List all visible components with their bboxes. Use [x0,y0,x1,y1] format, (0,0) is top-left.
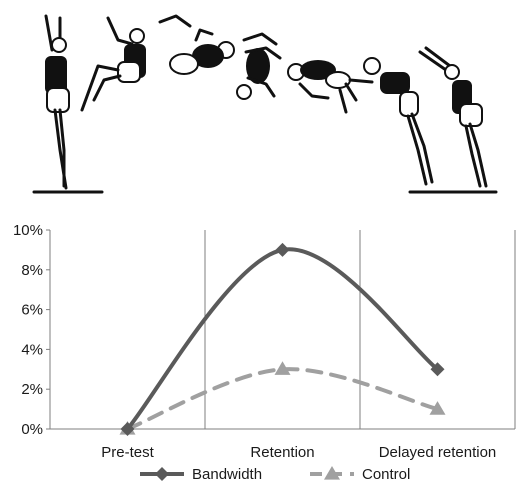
y-tick-label: 0% [21,421,43,438]
legend: Bandwidth Control [140,466,410,483]
y-tick-labels: 0% 2% 4% 6% 8% 10% [13,222,43,438]
gymnast-frame-1 [44,14,70,190]
line-chart: 0% 2% 4% 6% 8% 10% Pre-test Retention Delayed r… [13,222,516,483]
x-tick-label: Retention [250,444,314,461]
data-point-bandwidth-1 [120,422,135,436]
series-bandwidth [120,242,445,436]
y-tick-label: 4% [21,341,43,358]
x-tick-label: Delayed retention [379,444,497,461]
legend-item-control: Control [310,466,410,483]
legend-swatch-marker [155,467,169,481]
y-tick-label: 10% [13,222,43,239]
axes [46,229,515,430]
series-line-bandwidth [125,247,440,431]
legend-label: Bandwidth [192,466,262,483]
gymnast-frame-2 [80,16,146,112]
gymnast-frame-7 [418,46,488,188]
series-line-control [125,367,440,431]
legend-item-bandwidth: Bandwidth [140,466,262,483]
data-point-bandwidth-2 [275,242,290,257]
y-tick-label: 2% [21,381,43,398]
gymnast-frame-5 [287,60,358,114]
gymnast-frame-6 [348,57,434,186]
data-point-bandwidth-3 [430,362,445,377]
gridlines [204,230,516,429]
legend-label: Control [362,466,410,483]
x-tick-labels: Pre-test Retention Delayed retention [101,444,496,461]
series-layer [119,242,446,436]
gymnast-frame-4 [236,32,282,100]
gymnast-sequence-illustration [32,14,498,194]
data-point-control-2 [274,361,291,375]
y-tick-label: 6% [21,302,43,319]
y-tick-label: 8% [21,262,43,279]
legend-swatch-marker [324,466,340,480]
gymnast-frame-3 [158,14,235,75]
data-point-control-3 [429,401,446,415]
x-tick-label: Pre-test [101,444,154,461]
